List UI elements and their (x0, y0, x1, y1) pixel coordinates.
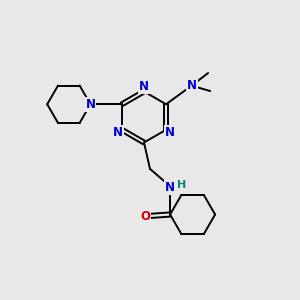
Text: O: O (140, 209, 151, 223)
Text: N: N (113, 125, 123, 139)
Text: H: H (177, 179, 186, 190)
Text: N: N (165, 125, 175, 139)
Text: N: N (187, 79, 196, 92)
Text: N: N (85, 98, 95, 111)
Text: N: N (139, 80, 149, 94)
Text: N: N (165, 181, 175, 194)
